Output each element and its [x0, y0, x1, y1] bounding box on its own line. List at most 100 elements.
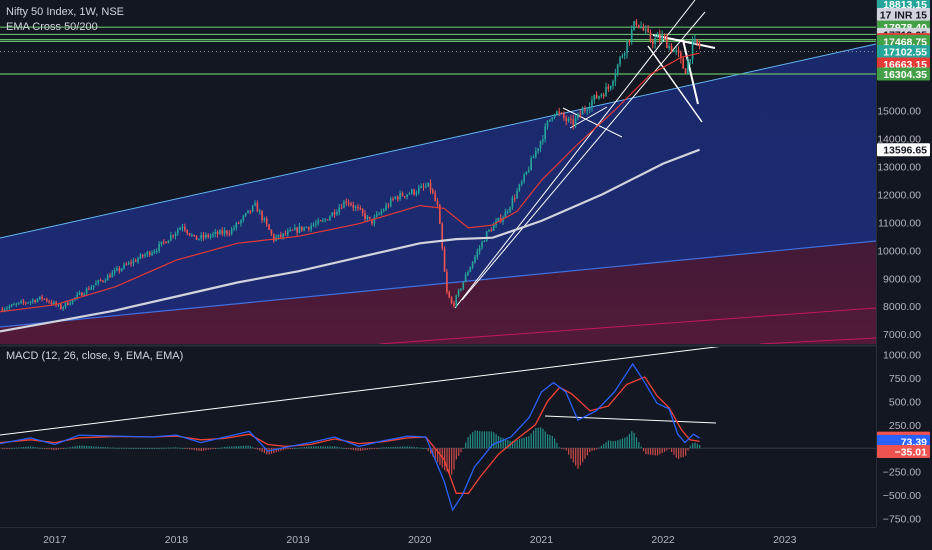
macd-histogram-bar-125[interactable]: [294, 448, 296, 449]
macd-histogram-bar-90[interactable]: [212, 448, 214, 450]
candle-body-176[interactable]: [413, 189, 415, 195]
macd-histogram-bar-75[interactable]: [177, 447, 179, 449]
flag-line-1[interactable]: [562, 107, 623, 138]
candle-body-284[interactable]: [666, 36, 668, 49]
candle-body-235[interactable]: [551, 117, 553, 120]
price-tag-bg-9[interactable]: [877, 143, 930, 157]
macd-histogram-bar-178[interactable]: [418, 447, 420, 449]
candle-body-257[interactable]: [602, 94, 605, 97]
candle-body-181[interactable]: [425, 186, 427, 188]
candle-body-24[interactable]: [57, 304, 60, 306]
macd-histogram-bar-117[interactable]: [275, 448, 277, 453]
macd-histogram-bar-294[interactable]: [689, 445, 691, 449]
candle-body-16[interactable]: [38, 296, 41, 300]
macd-histogram-bar-222[interactable]: [521, 438, 523, 449]
macd-histogram-bar-247[interactable]: [579, 448, 581, 466]
candle-body-264[interactable]: [619, 57, 621, 65]
macd-histogram-bar-237[interactable]: [556, 442, 558, 449]
macd-histogram-bar-227[interactable]: [532, 430, 535, 449]
macd-histogram-bar-15[interactable]: [36, 447, 39, 449]
candle-body-165[interactable]: [387, 205, 390, 207]
candle-body-48[interactable]: [113, 270, 116, 273]
price-tag-label-6[interactable]: 17102.55: [883, 47, 927, 59]
macd-histogram-bar-40[interactable]: [95, 446, 97, 449]
candle-body-196[interactable]: [460, 288, 462, 291]
candle-body-112[interactable]: [263, 218, 266, 221]
macd-histogram-bar-26[interactable]: [62, 448, 64, 450]
candle-body-234[interactable]: [549, 119, 551, 122]
candle-body-247[interactable]: [579, 113, 582, 115]
candle-body-6[interactable]: [15, 303, 18, 305]
macd-histogram-bar-102[interactable]: [240, 445, 242, 449]
macd-histogram-bar-266[interactable]: [624, 437, 626, 449]
price-tick-label-7[interactable]: 14000.00: [877, 133, 921, 145]
macd-histogram-bar-170[interactable]: [399, 446, 401, 449]
year-tick-label-1[interactable]: 2018: [165, 534, 189, 546]
price-tick-label-0[interactable]: 7000.00: [883, 329, 921, 341]
candle-body-17[interactable]: [41, 296, 43, 299]
macd-histogram-bar-283[interactable]: [663, 448, 666, 452]
macd-histogram-bar-1[interactable]: [4, 448, 6, 450]
candle-body-20[interactable]: [48, 301, 50, 303]
candle-body-14[interactable]: [34, 300, 36, 303]
macd-histogram-bar-179[interactable]: [420, 447, 422, 449]
candle-body-91[interactable]: [214, 231, 217, 234]
candle-body-227[interactable]: [532, 156, 535, 159]
macd-histogram-bar-7[interactable]: [18, 447, 20, 449]
candle-body-185[interactable]: [434, 193, 437, 201]
candle-body-19[interactable]: [45, 298, 48, 302]
candle-body-139[interactable]: [326, 219, 329, 221]
macd-histogram-bar-107[interactable]: [252, 447, 254, 449]
candle-body-13[interactable]: [31, 300, 34, 302]
macd-histogram-bar-288[interactable]: [675, 448, 677, 458]
candle-body-134[interactable]: [315, 223, 317, 225]
candle-body-265[interactable]: [621, 55, 624, 58]
channel-bottom-line[interactable]: [379, 307, 876, 344]
candle-body-187[interactable]: [439, 204, 441, 224]
macd-histogram-bar-21[interactable]: [50, 448, 53, 450]
macd-histogram-bar-281[interactable]: [659, 448, 661, 455]
candle-body-230[interactable]: [539, 141, 542, 149]
candle-body-103[interactable]: [242, 215, 245, 220]
candle-body-208[interactable]: [488, 229, 490, 232]
macd-histogram-bar-252[interactable]: [591, 448, 593, 451]
candle-body-205[interactable]: [481, 241, 483, 248]
candle-body-124[interactable]: [291, 229, 294, 231]
candle-body-55[interactable]: [130, 262, 132, 264]
macd-histogram-bar-209[interactable]: [490, 431, 493, 449]
price-tag-bg-6[interactable]: [877, 45, 930, 59]
candle-body-25[interactable]: [60, 304, 62, 309]
macd-histogram-bar-278[interactable]: [652, 448, 654, 456]
price-tick-label-8[interactable]: 15000.00: [877, 105, 921, 117]
candle-body-30[interactable]: [71, 298, 74, 304]
candle-body-130[interactable]: [305, 227, 308, 229]
macd-trendline-short[interactable]: [544, 415, 717, 424]
candle-body-132[interactable]: [310, 225, 313, 230]
candle-body-171[interactable]: [401, 192, 404, 197]
macd-histogram-bar-249[interactable]: [584, 448, 586, 459]
macd-histogram-bar-8[interactable]: [20, 447, 22, 449]
macd-histogram-bar-152[interactable]: [357, 448, 359, 451]
candle-body-160[interactable]: [375, 214, 378, 217]
price-tick-label-2[interactable]: 9000.00: [883, 273, 921, 285]
candle-body-233[interactable]: [546, 121, 549, 127]
candle-body-60[interactable]: [141, 254, 144, 257]
macd-histogram-bar-244[interactable]: [572, 448, 574, 463]
candle-body-283[interactable]: [663, 35, 666, 37]
candle-body-10[interactable]: [24, 302, 27, 304]
macd-histogram-bar-62[interactable]: [146, 448, 149, 449]
candle-body-163[interactable]: [382, 210, 385, 212]
macd-histogram-bar-103[interactable]: [242, 445, 245, 449]
candle-body-194[interactable]: [455, 295, 458, 306]
candle-body-67[interactable]: [158, 244, 160, 251]
macd-histogram-bar-132[interactable]: [310, 446, 312, 449]
candle-body-174[interactable]: [408, 193, 411, 195]
candle-body-66[interactable]: [155, 250, 158, 252]
candle-body-62[interactable]: [146, 251, 149, 255]
candle-body-90[interactable]: [212, 233, 214, 236]
macd-histogram-bar-290[interactable]: [680, 448, 682, 458]
candle-body-285[interactable]: [668, 45, 670, 49]
macd-histogram-bar-214[interactable]: [502, 438, 504, 449]
candle-body-1[interactable]: [3, 309, 6, 311]
macd-histogram-bar-47[interactable]: [111, 447, 114, 449]
